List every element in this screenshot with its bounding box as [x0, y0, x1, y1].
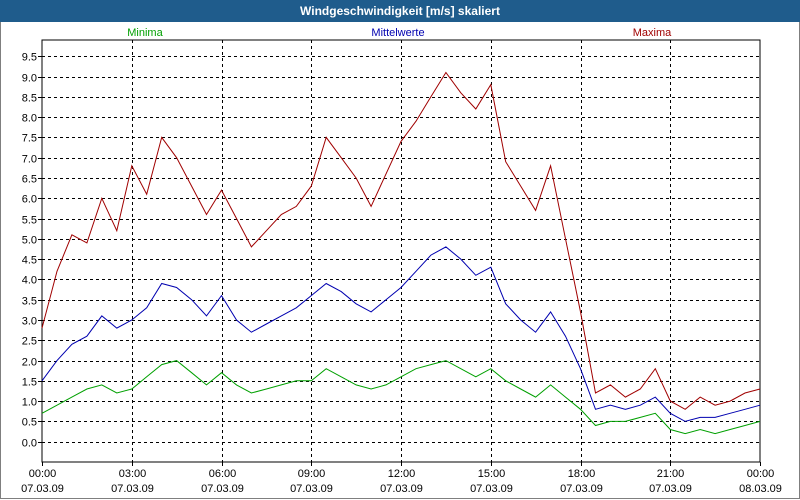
x-tick-time: 00:00 — [747, 468, 775, 480]
y-tick-label: 0.0 — [22, 438, 37, 450]
x-tick-time: 15:00 — [478, 468, 506, 480]
y-tick-label: 1.5 — [22, 377, 37, 389]
legend-minima: Minima — [127, 27, 163, 39]
y-tick-label: 3.0 — [22, 316, 37, 328]
y-tick-label: 2.5 — [22, 336, 37, 348]
series-group — [41, 71, 761, 435]
legend-maxima: Maxima — [633, 27, 672, 39]
y-tick-label: 0.5 — [22, 417, 37, 429]
x-axis: 00:00 07.03.09 03:00 07.03.09 06:00 07.03.09 0… — [21, 462, 782, 495]
legend-mittelwerte: Mittelwerte — [371, 27, 424, 39]
x-tick-date: 07.03.09 — [649, 483, 692, 495]
legend: Minima Mittelwerte Maxima — [127, 27, 672, 39]
x-tick-date: 07.03.09 — [201, 483, 244, 495]
x-tick-date: 07.03.09 — [380, 483, 423, 495]
y-tick-label: 6.5 — [22, 174, 37, 186]
y-tick-label: 5.5 — [22, 215, 37, 227]
series-line-maxima — [41, 71, 761, 410]
y-tick-label: 7.0 — [22, 154, 37, 166]
y-tick-label: 9.5 — [22, 52, 37, 64]
y-tick-label: 9.0 — [22, 73, 37, 85]
y-tick-label: 4.5 — [22, 255, 37, 267]
series-line-minima — [41, 360, 761, 435]
y-tick-label: 4.0 — [22, 275, 37, 287]
series-line-mittelwerte — [41, 246, 761, 422]
x-tick-time: 18:00 — [568, 468, 596, 480]
y-tick-label: 5.0 — [22, 235, 37, 247]
x-tick-date: 07.03.09 — [290, 483, 333, 495]
x-tick-date: 07.03.09 — [470, 483, 513, 495]
y-tick-label: 8.5 — [22, 93, 37, 105]
x-tick-date: 07.03.09 — [560, 483, 603, 495]
chart-title: Windgeschwindigkeit [m/s] skaliert — [0, 0, 800, 22]
x-tick-time: 21:00 — [657, 468, 685, 480]
x-tick-time: 12:00 — [388, 468, 416, 480]
y-tick-label: 6.0 — [22, 194, 37, 206]
y-tick-label: 3.5 — [22, 296, 37, 308]
y-tick-label: 2.0 — [22, 357, 37, 369]
y-tick-label: 1.0 — [22, 397, 37, 409]
chart-canvas: 0.0 0.5 1.0 1.5 2.0 2.5 3.0 3.5 4.0 4.5 5.0 5.5 6.0 6… — [21, 27, 782, 495]
x-tick-time: 09:00 — [298, 468, 326, 480]
x-tick-time: 06:00 — [209, 468, 237, 480]
y-tick-label: 8.0 — [22, 113, 37, 125]
y-tick-label: 7.5 — [22, 133, 37, 145]
x-tick-time: 03:00 — [119, 468, 147, 480]
x-tick-date: 08.03.09 — [739, 483, 782, 495]
x-tick-date: 07.03.09 — [111, 483, 154, 495]
x-tick-date: 07.03.09 — [21, 483, 64, 495]
y-axis: 0.0 0.5 1.0 1.5 2.0 2.5 3.0 3.5 4.0 4.5 5.0 5.5 6.0 6… — [22, 52, 42, 450]
x-tick-time: 00:00 — [29, 468, 57, 480]
